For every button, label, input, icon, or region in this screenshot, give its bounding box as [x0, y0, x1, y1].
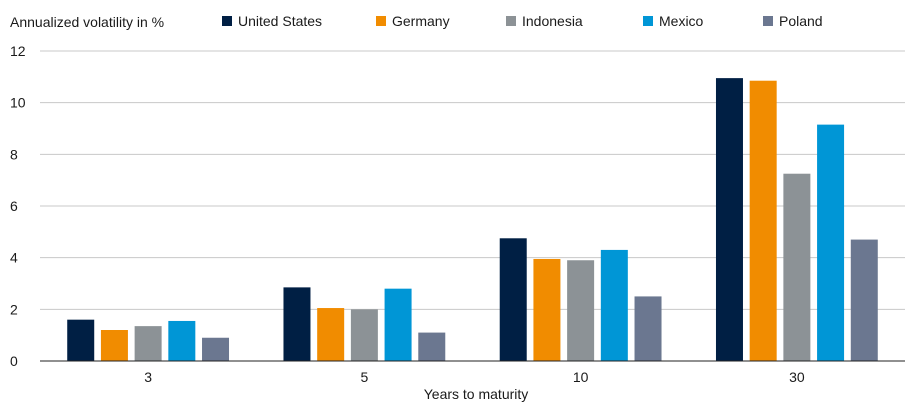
bar-germany-30 — [749, 80, 777, 361]
x-tick-label: 30 — [789, 369, 805, 385]
y-axis-label: Annualized volatility in % — [10, 14, 164, 30]
bar-united-states-5 — [283, 287, 311, 361]
y-tick-label: 4 — [10, 250, 18, 266]
y-tick-label: 2 — [10, 301, 18, 317]
bar-poland-30 — [850, 239, 878, 361]
bar-united-states-30 — [715, 78, 743, 361]
bar-mexico-3 — [168, 320, 196, 361]
bar-germany-5 — [317, 308, 345, 361]
x-tick-label: 3 — [144, 369, 152, 385]
y-tick-label: 12 — [10, 43, 26, 59]
bar-germany-3 — [100, 330, 128, 361]
y-tick-label: 10 — [10, 95, 26, 111]
bar-poland-3 — [202, 337, 230, 361]
legend-swatch-germany — [376, 16, 386, 26]
bar-germany-10 — [533, 258, 561, 361]
legend-label: Germany — [392, 13, 450, 29]
legend-swatch-mexico — [643, 16, 653, 26]
legend-swatch-united-states — [222, 16, 232, 26]
legend-label: Indonesia — [522, 13, 583, 29]
x-axis-ticks: 3 5 10 30 — [144, 369, 805, 385]
bar-poland-10 — [634, 296, 662, 361]
bar-mexico-5 — [384, 288, 412, 361]
x-axis-label: Years to maturity — [424, 386, 529, 402]
bar-indonesia-3 — [134, 326, 162, 361]
bar-mexico-10 — [600, 249, 628, 361]
bar-united-states-3 — [67, 319, 95, 361]
y-axis-ticks: 0 2 4 6 8 10 12 — [10, 43, 26, 369]
y-tick-label: 6 — [10, 198, 18, 214]
legend: United States Germany Indonesia Mexico Polan… — [222, 13, 823, 29]
x-tick-label: 10 — [573, 369, 589, 385]
bar-poland-5 — [418, 332, 446, 361]
bar-united-states-10 — [499, 238, 527, 361]
bar-indonesia-30 — [783, 173, 811, 361]
x-tick-label: 5 — [360, 369, 368, 385]
legend-label: Poland — [779, 13, 823, 29]
y-tick-label: 0 — [10, 353, 18, 369]
bars — [67, 78, 878, 361]
legend-label: Mexico — [659, 13, 704, 29]
legend-swatch-indonesia — [506, 16, 516, 26]
legend-label: United States — [238, 13, 322, 29]
bar-indonesia-5 — [350, 309, 378, 361]
legend-swatch-poland — [763, 16, 773, 26]
bar-mexico-30 — [817, 124, 845, 361]
bar-indonesia-10 — [567, 260, 595, 361]
y-tick-label: 8 — [10, 146, 18, 162]
